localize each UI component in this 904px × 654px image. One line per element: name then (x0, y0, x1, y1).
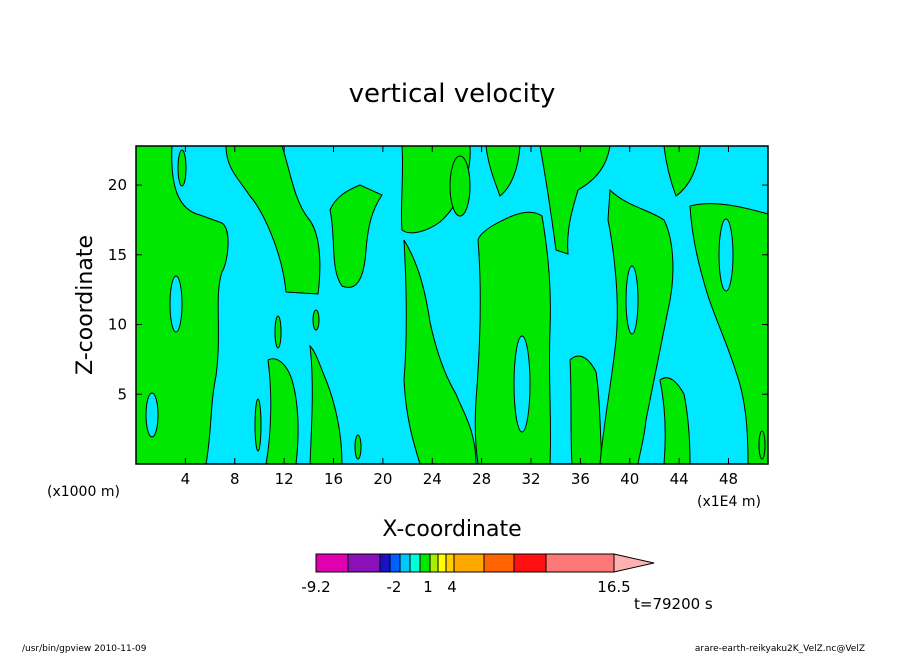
colorbar-swatch (437, 553, 447, 573)
contour-region (569, 355, 603, 465)
plot-frame (135, 145, 769, 465)
x-tick-label: 24 (423, 470, 442, 488)
y-tick-label: 20 (108, 176, 127, 194)
x-tick-label: 28 (472, 470, 491, 488)
colorbar: -9.2 -2 1 4 16.5 (301, 553, 655, 596)
colorbar-swatch (399, 553, 411, 573)
contour-island (169, 275, 183, 333)
contour-island (758, 430, 766, 460)
colorbar-label: 1 (423, 578, 433, 596)
contour-island (625, 265, 639, 335)
contour-island (145, 392, 159, 438)
colorbar-swatch (453, 553, 485, 573)
x-tick-label: 48 (719, 470, 738, 488)
y-tick-label: 5 (117, 385, 127, 403)
contour-island (254, 398, 262, 452)
colorbar-swatch (379, 553, 391, 573)
footer-left: /usr/bin/gpview 2010-11-09 (22, 644, 147, 654)
contour-region (474, 211, 552, 465)
contour-region (599, 188, 674, 465)
contour-island (354, 434, 362, 460)
colorbar-swatch (409, 553, 421, 573)
positive-islands (177, 149, 766, 460)
contour-region (329, 184, 383, 288)
plot-area (135, 145, 769, 465)
y-axis-label: Z-coordinate (73, 235, 98, 375)
contour-island (274, 315, 282, 349)
colorbar-swatch (513, 553, 547, 573)
chart-title: vertical velocity (349, 79, 556, 109)
colorbar-arrow (613, 553, 655, 573)
footer-right: arare-earth-reikyaku2K_VelZ.nc@VelZ (695, 644, 865, 654)
time-label: t=79200 s (634, 595, 713, 613)
colorbar-swatch (389, 553, 401, 573)
x-unit-right: (x1E4 m) (697, 494, 761, 510)
colorbar-swatch (545, 553, 615, 573)
colorbar-swatch (419, 553, 431, 573)
contour-region (485, 145, 521, 197)
contour-island (718, 218, 734, 292)
colorbar-swatch (483, 553, 515, 573)
contour-region (225, 145, 321, 295)
positive-regions (135, 145, 769, 465)
x-tick-label: 16 (324, 470, 343, 488)
x-tick-label: 4 (181, 470, 191, 488)
colorbar-swatch (429, 553, 439, 573)
contour-region (539, 145, 611, 255)
contour-region (403, 239, 477, 465)
colorbar-label: 16.5 (597, 578, 630, 596)
colorbar-swatch (445, 553, 455, 573)
x-tick-label: 20 (373, 470, 392, 488)
y-tick-label: 10 (108, 316, 127, 334)
colorbar-swatch (315, 553, 349, 573)
x-tick-label: 8 (230, 470, 240, 488)
negative-islands (145, 218, 734, 438)
contour-region (659, 377, 691, 465)
x-tick-label: 32 (521, 470, 540, 488)
contour-island (177, 149, 187, 187)
x-tick-label: 12 (275, 470, 294, 488)
contour-region (663, 145, 701, 197)
x-tick-label: 40 (620, 470, 639, 488)
x-axis-ticks: 4 8 12 16 20 24 28 32 36 40 44 48 (181, 146, 738, 488)
y-tick-label: 15 (108, 246, 127, 264)
contour-island (513, 335, 531, 433)
contour-region (689, 203, 769, 465)
colorbar-label: -2 (387, 578, 402, 596)
colorbar-label: 4 (447, 578, 457, 596)
y-axis-ticks: 5 10 15 20 (108, 176, 768, 403)
x-tick-label: 44 (670, 470, 689, 488)
x-tick-label: 36 (571, 470, 590, 488)
contour-region (265, 358, 299, 465)
x-unit-left: (x1000 m) (47, 484, 120, 500)
contour-region (309, 344, 343, 465)
x-axis-label: X-coordinate (382, 517, 521, 542)
colorbar-label: -9.2 (301, 578, 330, 596)
contour-island (312, 309, 320, 331)
colorbar-swatch (347, 553, 381, 573)
contour-island (449, 155, 471, 217)
